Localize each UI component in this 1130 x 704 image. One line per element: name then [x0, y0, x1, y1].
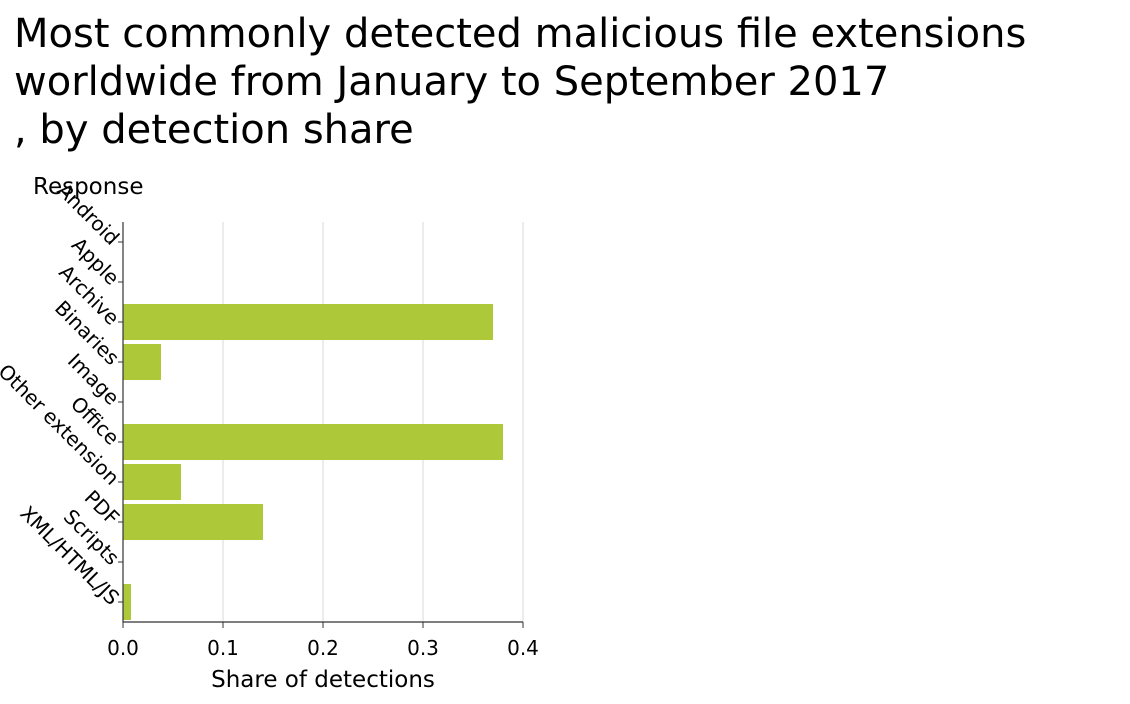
bar-6 — [123, 464, 181, 500]
bar-5 — [123, 424, 503, 460]
x-axis-label: Share of detections — [211, 667, 435, 693]
chart-title-line-2: worldwide from January to September 2017 — [14, 59, 889, 105]
x-tick-label-3: 0.3 — [407, 636, 439, 660]
y-axis-label: Response — [33, 174, 143, 200]
bar-3 — [123, 344, 161, 380]
x-tick-label-2: 0.2 — [307, 636, 339, 660]
bar-2 — [123, 304, 493, 340]
gridlines — [222, 222, 524, 622]
chart-title-line-1: Most commonly detected malicious file ex… — [14, 11, 1026, 57]
x-tick-label-1: 0.1 — [207, 636, 239, 660]
bars — [123, 304, 503, 620]
x-tick-label-0: 0.0 — [107, 636, 139, 660]
x-tick-label-4: 0.4 — [507, 636, 539, 660]
chart-title-line-3: , by detection share — [14, 107, 414, 153]
x-ticks: 0.0 0.1 0.2 0.3 0.4 — [107, 622, 539, 660]
bar-7 — [123, 504, 263, 540]
bar-9 — [123, 584, 131, 620]
